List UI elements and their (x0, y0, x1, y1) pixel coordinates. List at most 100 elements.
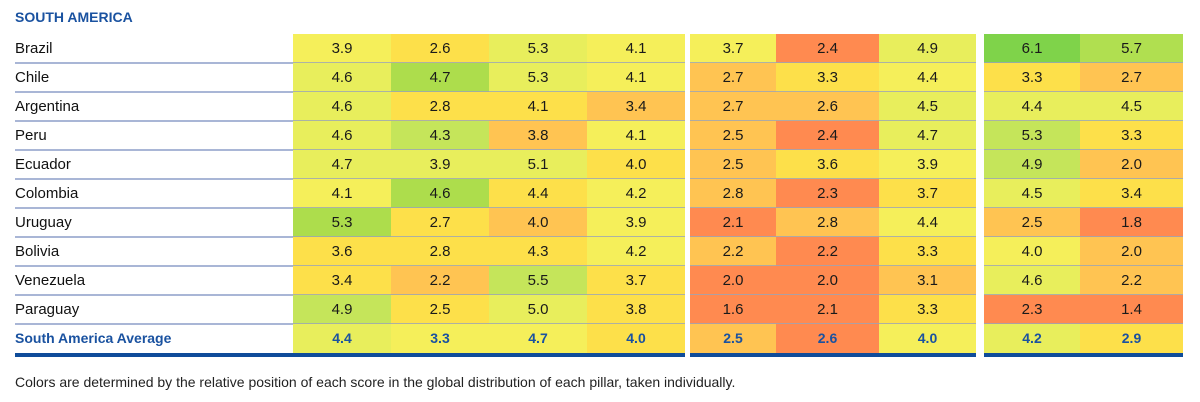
score-cell: 3.6 (293, 237, 391, 266)
cell-divider (984, 178, 1183, 179)
score-cell: 3.7 (690, 34, 776, 63)
score-cell: 4.3 (391, 121, 489, 150)
cell-divider (984, 120, 1183, 121)
bottom-rule (690, 353, 976, 357)
row-divider (15, 323, 293, 325)
score-cell: 2.7 (690, 92, 776, 121)
row-divider (15, 91, 293, 93)
cell-divider (984, 91, 1183, 92)
score-cell: 3.7 (587, 266, 685, 295)
cell-divider (984, 207, 1183, 208)
cell-divider (984, 149, 1183, 150)
score-cell: 2.2 (391, 266, 489, 295)
cell-divider (293, 323, 685, 324)
average-cell: 4.0 (879, 324, 976, 353)
score-cell: 3.9 (587, 208, 685, 237)
score-cell: 4.1 (489, 92, 587, 121)
score-cell: 3.1 (879, 266, 976, 295)
score-cell: 2.8 (391, 237, 489, 266)
average-cell: 4.7 (489, 324, 587, 353)
score-cell: 4.9 (984, 150, 1080, 179)
score-cell: 6.1 (984, 34, 1080, 63)
score-cell: 5.3 (293, 208, 391, 237)
score-cell: 5.3 (489, 34, 587, 63)
cell-divider (984, 265, 1183, 266)
score-cell: 4.7 (879, 121, 976, 150)
cell-divider (293, 149, 685, 150)
score-cell: 4.1 (587, 63, 685, 92)
score-cell: 5.1 (489, 150, 587, 179)
score-cell: 3.3 (879, 237, 976, 266)
cell-divider (293, 265, 685, 266)
row-label: Colombia (15, 185, 79, 202)
score-cell: 3.3 (984, 63, 1080, 92)
score-cell: 2.7 (391, 208, 489, 237)
row-divider (15, 236, 293, 238)
score-cell: 3.8 (489, 121, 587, 150)
score-cell: 4.1 (293, 179, 391, 208)
row-divider (15, 149, 293, 151)
cell-divider (690, 149, 976, 150)
score-cell: 4.1 (587, 121, 685, 150)
score-cell: 3.9 (293, 34, 391, 63)
row-divider (15, 62, 293, 64)
score-cell: 3.7 (879, 179, 976, 208)
score-cell: 4.4 (879, 208, 976, 237)
score-cell: 1.4 (1080, 295, 1183, 324)
cell-divider (984, 236, 1183, 237)
score-cell: 2.8 (690, 179, 776, 208)
score-cell: 2.2 (690, 237, 776, 266)
score-cell: 4.6 (391, 179, 489, 208)
row-divider (15, 265, 293, 267)
score-cell: 3.3 (879, 295, 976, 324)
bottom-rule (984, 353, 1183, 357)
score-cell: 2.6 (776, 92, 879, 121)
score-cell: 2.0 (690, 266, 776, 295)
cell-divider (690, 120, 976, 121)
score-cell: 2.4 (776, 121, 879, 150)
average-cell: 4.0 (587, 324, 685, 353)
row-label: Ecuador (15, 156, 71, 173)
score-cell: 4.0 (587, 150, 685, 179)
cell-divider (690, 294, 976, 295)
cell-divider (293, 178, 685, 179)
row-label: Bolivia (15, 243, 60, 260)
score-cell: 2.3 (776, 179, 879, 208)
score-cell: 2.2 (1080, 266, 1183, 295)
average-cell: 4.2 (984, 324, 1080, 353)
row-divider (15, 207, 293, 209)
score-cell: 1.8 (1080, 208, 1183, 237)
score-cell: 4.5 (879, 92, 976, 121)
score-cell: 4.7 (391, 63, 489, 92)
score-cell: 4.2 (587, 237, 685, 266)
cell-divider (690, 178, 976, 179)
cell-divider (984, 323, 1183, 324)
row-label: Chile (15, 69, 50, 86)
score-cell: 4.3 (489, 237, 587, 266)
row-divider (15, 120, 293, 122)
row-label: Uruguay (15, 214, 72, 231)
row-label: Argentina (15, 98, 80, 115)
score-cell: 3.9 (879, 150, 976, 179)
average-cell: 4.4 (293, 324, 391, 353)
score-cell: 2.0 (776, 266, 879, 295)
score-cell: 4.4 (879, 63, 976, 92)
score-cell: 4.2 (587, 179, 685, 208)
cell-divider (293, 62, 685, 63)
average-cell: 2.5 (690, 324, 776, 353)
average-cell: 2.9 (1080, 324, 1183, 353)
cell-divider (690, 91, 976, 92)
cell-divider (293, 91, 685, 92)
score-cell: 3.4 (587, 92, 685, 121)
cell-divider (293, 120, 685, 121)
score-cell: 4.6 (293, 63, 391, 92)
score-cell: 2.5 (690, 121, 776, 150)
score-cell: 4.4 (489, 179, 587, 208)
score-cell: 4.0 (489, 208, 587, 237)
score-cell: 4.6 (293, 121, 391, 150)
score-cell: 4.7 (293, 150, 391, 179)
score-cell: 2.5 (690, 150, 776, 179)
score-cell: 3.4 (293, 266, 391, 295)
row-divider (15, 294, 293, 296)
cell-divider (690, 207, 976, 208)
